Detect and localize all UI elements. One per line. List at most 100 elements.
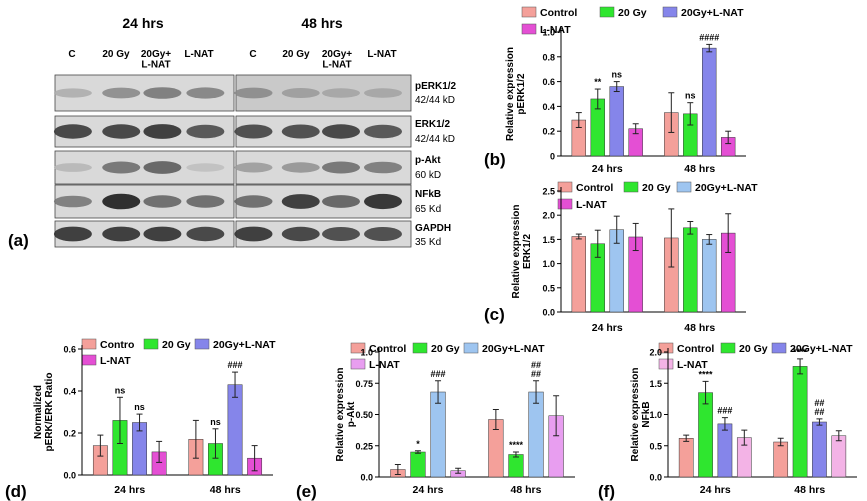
lane-label-24: C [68, 49, 75, 60]
bar [430, 391, 446, 478]
y-tick-label: 0.25 [355, 441, 373, 451]
x-tick-label: 48 hrs [794, 484, 825, 496]
y-tick-label: 0.4 [63, 387, 76, 397]
legend-label: L-NAT [100, 355, 131, 367]
blot-band [322, 124, 360, 139]
blot-band [102, 124, 141, 139]
x-tick-label: 24 hrs [592, 163, 623, 175]
blot-band [364, 161, 402, 174]
legend-swatch [463, 342, 479, 354]
y-tick-label: 0.6 [542, 77, 555, 87]
x-tick-label: 24 hrs [592, 322, 623, 334]
chart-d-ratio: Contro 20 Gy 20Gy+L-NAT L-NAT 0.0 0.2 0.4 0.6 No… [33, 338, 276, 496]
y-tick-label: 1.0 [360, 348, 373, 358]
y-tick-label: 0.75 [355, 379, 373, 389]
blot-row-labels: pERK1/2 42/44 kD ERK1/2 42/44 kD p-Akt 60 kD N… [415, 81, 457, 248]
significance-label: ns [210, 417, 221, 427]
significance-label: ns [134, 402, 145, 412]
legend-swatch [599, 6, 615, 18]
legend-swatch [521, 23, 537, 35]
y-tick-label: 0.5 [542, 283, 555, 293]
blot-band [102, 226, 141, 242]
blot-band [364, 124, 402, 139]
legend-swatch [771, 342, 787, 354]
blot-band [53, 226, 92, 242]
lane-labels: C 20 Gy 20Gy+ L-NAT L-NAT C 20 Gy 20Gy+ L-NAT L-N… [68, 49, 396, 71]
blot-band [281, 124, 320, 139]
blot-band [186, 124, 225, 139]
y-tick-label: 0 [550, 152, 555, 162]
y-tick-label: 0.50 [355, 410, 373, 420]
y-tick-label: 2.5 [542, 187, 555, 197]
significance-label: **** [699, 369, 714, 379]
panel-label-e: (e) [296, 482, 317, 501]
chart-e-pakt: Control 20 Gy 20Gy+L-NAT L-NAT 0.0 0.25 0.50 0.… [335, 342, 575, 496]
blot-band [322, 195, 360, 208]
x-tick-label: 24 hrs [413, 484, 444, 496]
x-tick-label: 48 hrs [210, 484, 241, 496]
blot-band [281, 162, 320, 173]
legend-swatch [658, 358, 674, 370]
legend-swatch [194, 338, 210, 350]
y-tick-label: 2.0 [649, 348, 662, 358]
y-tick-label: 0.2 [542, 127, 555, 137]
legend-label: Contro [100, 339, 134, 351]
significance-label: #### [814, 398, 824, 417]
blot-band [143, 124, 182, 139]
blot-band [143, 226, 182, 242]
lane-label-48: 20Gy+ L-NAT [322, 49, 352, 71]
legend-label: L-NAT [576, 199, 607, 211]
chart-c-erk: Control 20 Gy 20Gy+L-NAT L-NAT 0.0 0.5 1.0 1.5 2… [511, 181, 758, 334]
panel-label-f: (f) [598, 482, 615, 501]
blot-band [143, 161, 182, 174]
bar [698, 392, 713, 478]
y-axis-label: Relative expressionpERK1/2 [505, 47, 527, 141]
legend-label: L-NAT [677, 359, 708, 371]
significance-label: ns [685, 91, 696, 101]
legend-swatch [658, 342, 674, 354]
blot-band [53, 88, 92, 98]
legend-label: Control [540, 7, 577, 19]
lane-label-24: 20Gy+ L-NAT [141, 49, 171, 71]
blot-band [143, 87, 182, 99]
blot-size-label: 35 Kd [415, 237, 441, 248]
lane-label-48: 20 Gy [282, 49, 310, 60]
bar [683, 227, 698, 313]
legend-swatch [350, 342, 366, 354]
blot-band [364, 227, 402, 241]
blot-band [102, 161, 141, 174]
lane-label-48: C [249, 49, 256, 60]
bar [717, 423, 733, 478]
blot-band [53, 124, 92, 139]
blot-panel: 24 hrs 48 hrs C 20 Gy 20Gy+ L-NAT L-NAT C 20 G… [8, 15, 457, 250]
legend-swatch [143, 338, 159, 350]
significance-label: ### [228, 360, 243, 370]
y-tick-label: 1.5 [542, 235, 555, 245]
blot-band [102, 87, 141, 99]
significance-label: ns [611, 70, 622, 80]
blot-band [143, 195, 182, 208]
blot-band [322, 161, 360, 174]
legend-swatch [662, 6, 678, 18]
x-tick-label: 24 hrs [114, 484, 145, 496]
bar [678, 438, 694, 478]
blot-band [53, 195, 92, 208]
legend-label: 20 Gy [162, 339, 191, 351]
blot-band [322, 88, 360, 98]
legend-label: 20 Gy [431, 343, 460, 355]
bar [609, 86, 624, 157]
blot-band [234, 195, 273, 208]
blot-time-header-24: 24 hrs [122, 15, 163, 31]
panel-label-d: (d) [5, 482, 27, 501]
legend-label: 20 Gy [618, 7, 647, 19]
bar [227, 384, 243, 476]
legend-label: Control [369, 343, 406, 355]
blot-band [102, 193, 141, 210]
legend-label: L-NAT [369, 359, 400, 371]
blot-size-label: 42/44 kD [415, 134, 455, 145]
blot-protein-label: GAPDH [415, 223, 451, 234]
blot-size-label: 60 kD [415, 170, 441, 181]
y-axis-label: NormalizedpERK/ERK Ratio [33, 373, 55, 452]
legend-swatch [350, 358, 366, 370]
